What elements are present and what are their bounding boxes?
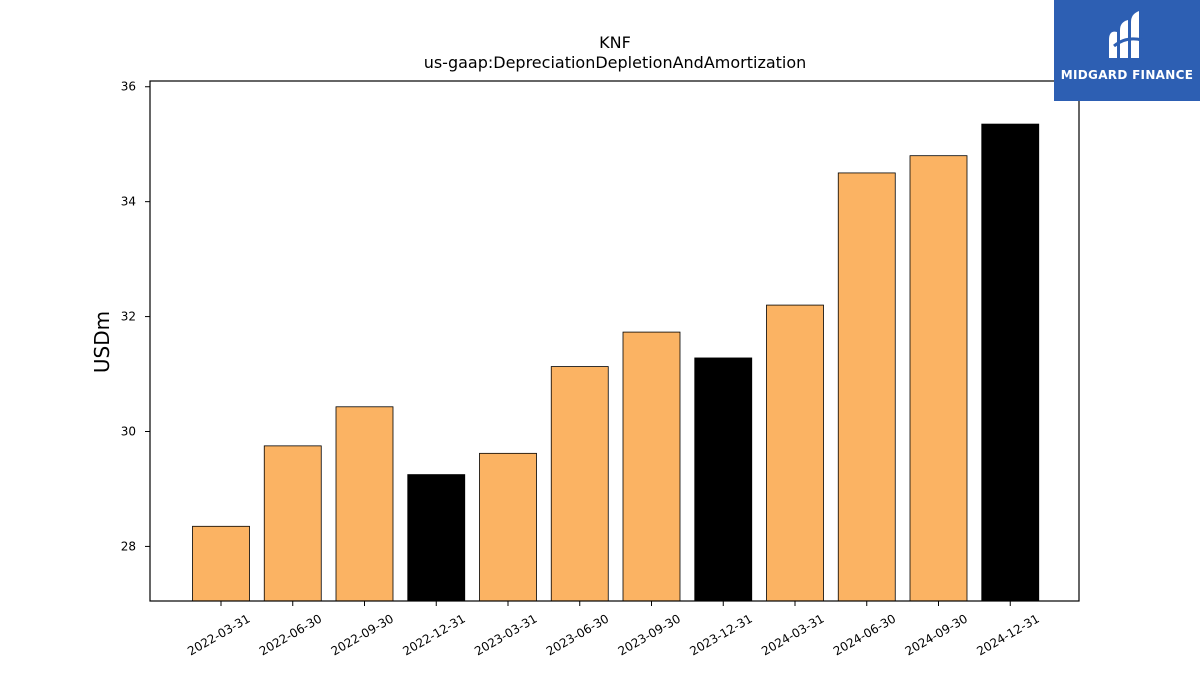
bar-2022-09-30 bbox=[335, 406, 394, 602]
x-tick-label: 2023-09-30 bbox=[616, 611, 683, 658]
logo-text: MIDGARD FINANCE bbox=[1060, 68, 1194, 82]
bar-2024-03-31 bbox=[766, 304, 824, 602]
bars-group bbox=[192, 123, 1040, 602]
bar-2022-06-30 bbox=[263, 445, 322, 602]
x-tick-label: 2022-06-30 bbox=[257, 611, 324, 658]
x-tick-label: 2022-09-30 bbox=[329, 611, 396, 658]
y-tick-label: 36 bbox=[121, 80, 136, 94]
chart-subtitle: us-gaap:DepreciationDepletionAndAmortiza… bbox=[424, 53, 807, 72]
x-tick-label: 2024-03-31 bbox=[759, 611, 826, 658]
bar-2022-03-31 bbox=[192, 525, 250, 602]
x-tick-label: 2023-03-31 bbox=[472, 611, 539, 658]
y-axis-label: USDm bbox=[90, 311, 114, 373]
bar-2024-12-31 bbox=[981, 123, 1040, 602]
bar-2023-03-31 bbox=[479, 452, 537, 602]
x-tick-label: 2024-12-31 bbox=[974, 611, 1041, 658]
y-axis-ticks: 28 30 32 34 36 bbox=[121, 80, 150, 553]
x-axis-ticks: 2022-03-31 2022-06-30 2022-09-30 2022-12-31… bbox=[185, 601, 1042, 658]
y-tick-label: 28 bbox=[121, 539, 136, 553]
bar-2023-12-31 bbox=[694, 357, 753, 602]
x-tick-label: 2024-09-30 bbox=[903, 611, 970, 658]
logo-mark-icon bbox=[1109, 11, 1143, 58]
x-tick-label: 2023-12-31 bbox=[687, 611, 754, 658]
bar-2023-06-30 bbox=[550, 366, 609, 602]
plot-frame bbox=[149, 80, 1080, 602]
y-tick-label: 32 bbox=[121, 310, 136, 324]
chart-title: KNF bbox=[599, 33, 631, 52]
bar-2024-09-30 bbox=[909, 155, 968, 602]
y-tick-label: 30 bbox=[121, 424, 136, 438]
bar-2022-12-31 bbox=[407, 474, 466, 602]
midgard-finance-logo: MIDGARD FINANCE bbox=[1054, 0, 1200, 101]
x-tick-label: 2023-06-30 bbox=[544, 611, 611, 658]
x-tick-label: 2022-03-31 bbox=[185, 611, 252, 658]
y-tick-label: 34 bbox=[121, 195, 136, 209]
x-tick-label: 2024-06-30 bbox=[831, 611, 898, 658]
x-tick-label: 2022-12-31 bbox=[400, 611, 467, 658]
bar-2023-09-30 bbox=[622, 331, 681, 602]
bar-2024-06-30 bbox=[837, 172, 896, 602]
